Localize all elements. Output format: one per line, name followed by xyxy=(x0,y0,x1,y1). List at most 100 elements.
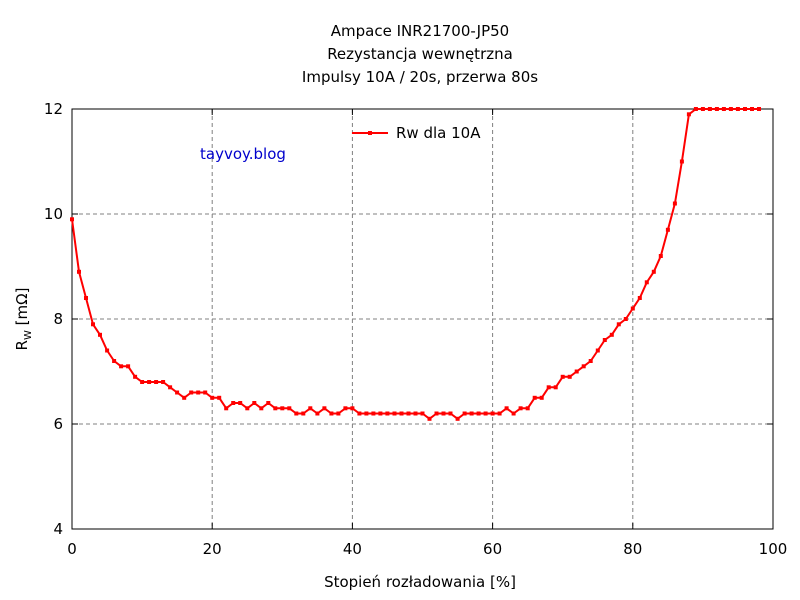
data-point xyxy=(357,411,362,416)
data-point xyxy=(364,411,369,416)
data-point xyxy=(420,411,425,416)
data-point xyxy=(630,306,635,311)
data-point xyxy=(378,411,383,416)
y-tick-label: 4 xyxy=(53,520,63,538)
data-point xyxy=(273,406,278,411)
data-point xyxy=(126,364,131,369)
data-point xyxy=(343,406,348,411)
data-point xyxy=(154,380,159,384)
data-point xyxy=(686,112,691,117)
series-line xyxy=(71,108,759,420)
data-point xyxy=(581,364,586,369)
data-point xyxy=(245,406,250,411)
data-point xyxy=(350,406,355,411)
data-point xyxy=(511,411,516,416)
y-tick-label: 8 xyxy=(53,310,63,328)
data-point xyxy=(266,401,271,405)
data-point xyxy=(140,380,145,384)
data-point xyxy=(553,385,558,390)
data-point xyxy=(399,411,404,416)
data-point xyxy=(238,401,243,405)
data-point xyxy=(441,411,446,416)
data-point xyxy=(637,296,642,300)
data-point xyxy=(574,369,579,374)
data-point xyxy=(287,406,292,411)
data-point xyxy=(105,348,110,353)
data-point xyxy=(217,395,222,400)
data-point xyxy=(588,359,593,363)
data-point xyxy=(546,385,551,390)
data-point xyxy=(504,406,509,411)
data-point xyxy=(406,411,411,416)
data-point xyxy=(518,406,523,411)
y-axis-label-main: R xyxy=(13,340,31,350)
data-point xyxy=(385,411,390,416)
data-point xyxy=(392,411,397,416)
data-point xyxy=(98,332,102,337)
data-point xyxy=(644,280,649,285)
data-point xyxy=(448,411,453,416)
data-point xyxy=(413,411,418,416)
chart-title: Ampace INR21700-JP50 Rezystancja wewnętr… xyxy=(302,22,538,86)
y-tick-label: 6 xyxy=(53,415,63,433)
data-point xyxy=(301,411,306,416)
data-point xyxy=(210,395,215,400)
data-point xyxy=(231,401,236,405)
y-axis-label-unit: [mΩ] xyxy=(13,288,31,331)
data-point xyxy=(203,390,208,395)
data-point xyxy=(84,296,88,300)
data-point xyxy=(182,395,187,400)
x-tick-label: 80 xyxy=(623,540,642,558)
axis-ticks xyxy=(71,108,774,530)
x-tick-label: 60 xyxy=(483,540,502,558)
data-point xyxy=(189,390,194,395)
legend: Rw dla 10A xyxy=(352,124,481,142)
data-point xyxy=(757,107,761,111)
data-point xyxy=(308,406,313,411)
data-point xyxy=(609,332,614,337)
grid-lines xyxy=(72,109,773,529)
data-point xyxy=(693,107,698,111)
chart-title-line-2: Rezystancja wewnętrzna xyxy=(327,45,513,63)
data-point xyxy=(700,107,705,111)
x-tick-label: 100 xyxy=(759,540,788,558)
data-point xyxy=(196,390,201,395)
data-point xyxy=(371,411,376,416)
data-point xyxy=(750,107,754,111)
data-point xyxy=(651,269,656,274)
data-point xyxy=(294,411,299,416)
x-tick-labels: 0 20 40 60 80 100 xyxy=(67,540,787,558)
data-point xyxy=(462,411,467,416)
data-point xyxy=(560,374,565,379)
data-point xyxy=(336,411,341,416)
data-point xyxy=(672,201,677,206)
data-point xyxy=(490,411,495,416)
data-point xyxy=(147,380,152,384)
data-point xyxy=(595,348,600,353)
data-point xyxy=(483,411,488,416)
data-point xyxy=(91,322,95,327)
y-axis-label: RW [mΩ] xyxy=(13,288,34,351)
data-point xyxy=(679,159,684,164)
legend-marker xyxy=(368,131,372,135)
data-point xyxy=(133,374,138,379)
data-point xyxy=(315,411,320,416)
data-point xyxy=(427,416,432,421)
data-point xyxy=(434,411,439,416)
data-point xyxy=(602,338,607,342)
legend-label: Rw dla 10A xyxy=(396,124,481,142)
data-point xyxy=(259,406,264,411)
data-point xyxy=(532,395,537,400)
data-point xyxy=(280,406,285,411)
data-point xyxy=(735,107,740,111)
data-point xyxy=(525,406,530,411)
data-point xyxy=(539,395,544,400)
data-point xyxy=(728,107,733,111)
data-point xyxy=(476,411,481,416)
x-tick-label: 40 xyxy=(343,540,362,558)
data-point xyxy=(112,359,117,363)
data-point xyxy=(119,364,124,369)
data-point xyxy=(707,107,712,111)
data-point xyxy=(329,411,334,416)
